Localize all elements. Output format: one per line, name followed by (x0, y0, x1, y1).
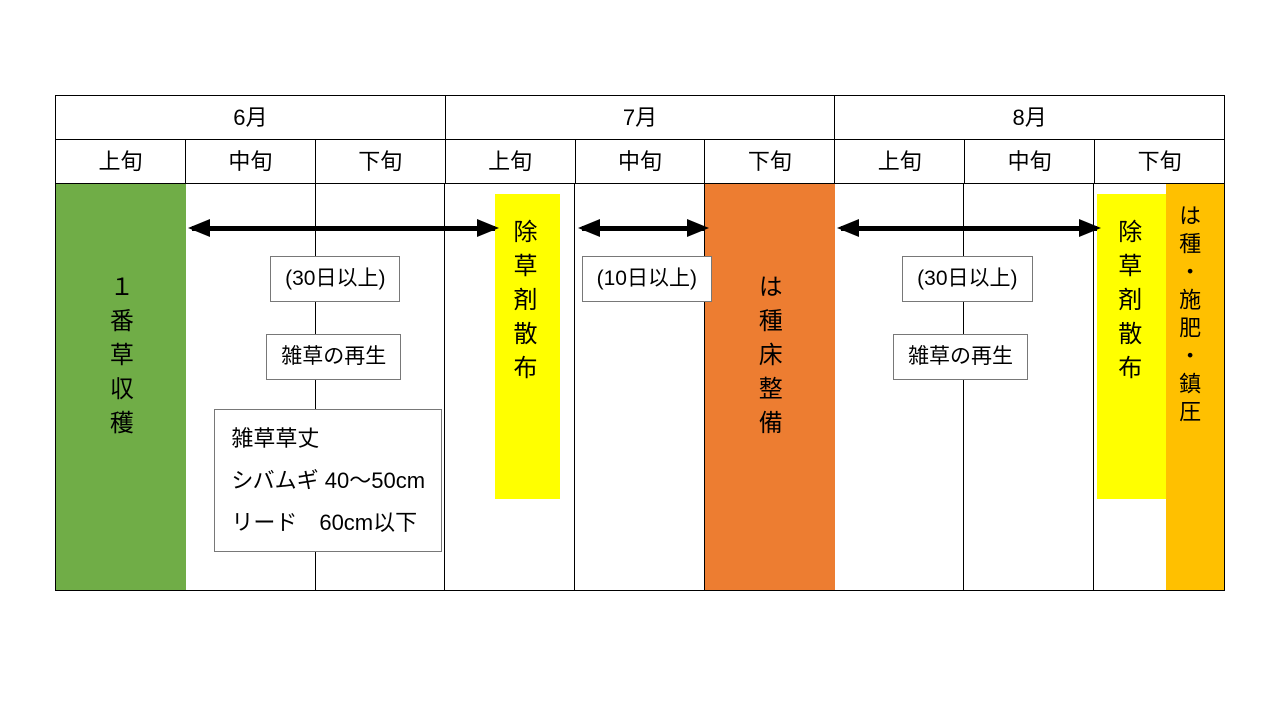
schedule-table: 6月 7月 8月 上旬 中旬 下旬 上旬 中旬 下旬 上旬 中旬 下旬 １番草収… (55, 95, 1225, 591)
period-cell: 上旬 (56, 140, 186, 183)
period-cell: 上旬 (835, 140, 965, 183)
duration-arrow (841, 226, 1097, 231)
note-box: 雑草の再生 (893, 334, 1028, 380)
arrowhead-icon (477, 219, 499, 237)
arrowhead-icon (188, 219, 210, 237)
herbicide-label-2: 除草剤散布 (1110, 219, 1145, 389)
arrowhead-icon (837, 219, 859, 237)
period-header-row: 上旬 中旬 下旬 上旬 中旬 下旬 上旬 中旬 下旬 (56, 140, 1224, 184)
schedule-body: １番草収穫除草剤散布は種床整備は種・施肥・鎮圧除草剤散布(30日以上)(10日以… (56, 184, 1224, 590)
note-box: (30日以上) (902, 256, 1032, 302)
grid-col (835, 184, 965, 590)
seedbed-label: は種床整備 (750, 274, 785, 444)
period-cell: 中旬 (576, 140, 706, 183)
month-cell: 7月 (446, 96, 836, 140)
arrowhead-icon (687, 219, 709, 237)
sowing-label: は種・施肥・鎮圧 (1172, 204, 1204, 428)
duration-arrow (192, 226, 494, 231)
period-cell: 中旬 (186, 140, 316, 183)
arrowhead-icon (1079, 219, 1101, 237)
period-cell: 中旬 (965, 140, 1095, 183)
month-cell: 6月 (56, 96, 446, 140)
arrowhead-icon (578, 219, 600, 237)
harvest-label: １番草収穫 (101, 274, 136, 444)
herbicide-label-1: 除草剤散布 (505, 219, 540, 389)
period-cell: 下旬 (705, 140, 835, 183)
period-cell: 上旬 (446, 140, 576, 183)
note-box: 雑草の再生 (266, 334, 401, 380)
grid-col (575, 184, 705, 590)
grid-col (964, 184, 1094, 590)
note-box: 雑草草丈シバムギ 40～50cmリード 60cm以下 (214, 409, 442, 552)
note-box: (30日以上) (270, 256, 400, 302)
note-box: (10日以上) (582, 256, 712, 302)
month-header-row: 6月 7月 8月 (56, 96, 1224, 140)
month-cell: 8月 (835, 96, 1224, 140)
period-cell: 下旬 (316, 140, 446, 183)
period-cell: 下旬 (1095, 140, 1224, 183)
